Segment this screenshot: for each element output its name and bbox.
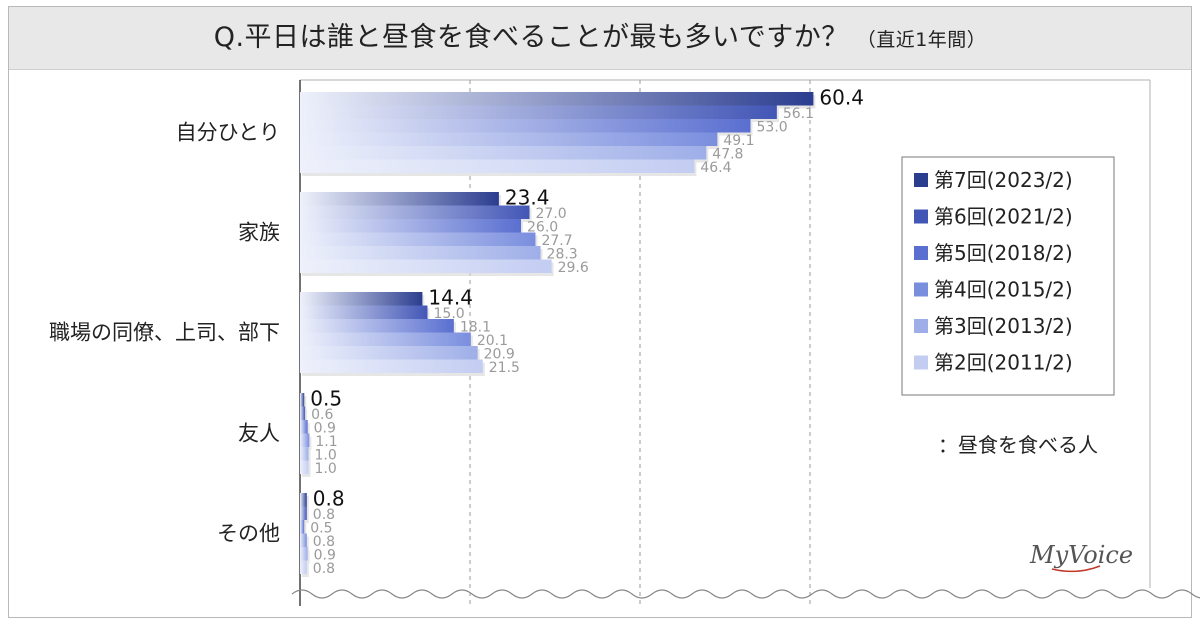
category-label: その他: [217, 522, 280, 546]
value-label: 0.9: [314, 548, 336, 564]
category-label: 自分ひとり: [176, 121, 280, 145]
bar: [300, 520, 305, 534]
category-label: 友人: [238, 422, 280, 446]
legend-swatch: [914, 246, 928, 260]
bar: [300, 219, 521, 233]
bar: [300, 246, 541, 260]
chart-title: Q.平日は誰と昼食を食べることが最も多いですか？ （直近1年間）: [9, 7, 1191, 69]
bar: [300, 259, 552, 273]
bar: [300, 192, 499, 206]
value-label: 20.1: [477, 333, 508, 349]
category-label: 家族: [238, 221, 280, 245]
bar: [300, 292, 423, 306]
value-label: 14.4: [428, 286, 473, 310]
value-label: 0.5: [310, 387, 342, 411]
legend-swatch: [914, 173, 928, 187]
value-label: 56.1: [783, 106, 814, 122]
bar: [300, 305, 428, 319]
axis-break-wave: [291, 589, 1200, 599]
legend-label: 第7回(2023/2): [934, 168, 1073, 192]
legend-swatch: [914, 355, 928, 370]
bar: [300, 493, 307, 507]
value-label: 15.0: [434, 306, 465, 322]
bar: [300, 460, 309, 474]
bar: [300, 560, 307, 574]
value-label: 53.0: [757, 120, 788, 136]
value-label: 0.9: [314, 421, 336, 437]
legend-swatch: [914, 282, 928, 297]
legend-swatch: [914, 319, 928, 333]
bar: [300, 159, 695, 173]
category-label: 職場の同僚、上司、部下: [49, 321, 280, 345]
bar: [300, 332, 471, 346]
title-sub: （直近1年間）: [856, 29, 987, 51]
bar: [300, 433, 310, 447]
bar: [300, 346, 478, 360]
legend-swatch: [914, 209, 928, 224]
legend-label: 第6回(2021/2): [934, 205, 1073, 229]
value-label: 1.0: [315, 461, 337, 477]
value-label: 46.4: [700, 160, 731, 176]
value-label: 28.3: [547, 247, 578, 263]
legend-box: [901, 156, 1115, 396]
title-main: Q.平日は誰と昼食を食べることが最も多いですか？: [213, 22, 849, 53]
value-label: 0.8: [313, 561, 335, 577]
bar: [300, 547, 308, 561]
note-label: ：昼食を食べる人: [938, 433, 1098, 457]
value-label: 20.9: [484, 347, 515, 363]
legend-label: 第3回(2013/2): [934, 314, 1073, 338]
bar: [300, 205, 530, 219]
bar: [300, 119, 751, 133]
bar: [300, 506, 307, 520]
bar: [300, 105, 777, 119]
bar: [300, 406, 306, 420]
value-label: 1.0: [315, 448, 337, 464]
bar: [300, 132, 718, 146]
legend-label: 第2回(2011/2): [934, 351, 1073, 375]
bar: [300, 92, 814, 106]
logo: MyVoice: [1029, 541, 1133, 569]
value-label: 0.8: [313, 507, 335, 523]
value-label: 27.0: [536, 206, 567, 222]
value-label: 0.8: [313, 487, 345, 511]
bar: [300, 420, 308, 434]
legend-label: 第5回(2018/2): [934, 241, 1073, 265]
bar: [300, 447, 309, 461]
bar: [300, 146, 707, 160]
value-label: 26.0: [527, 220, 558, 236]
value-label: 0.5: [310, 521, 332, 537]
title-band: [9, 7, 1191, 70]
value-label: 0.8: [313, 534, 335, 550]
value-label: 60.4: [819, 86, 864, 110]
bar: [300, 359, 483, 373]
value-label: 29.6: [558, 260, 589, 276]
bar: [300, 393, 305, 407]
value-label: 21.5: [489, 360, 520, 376]
value-label: 47.8: [712, 147, 743, 163]
value-label: 0.6: [311, 407, 333, 423]
logo-swoosh: [1051, 565, 1101, 573]
bar: [300, 533, 307, 547]
legend-label: 第4回(2015/2): [934, 278, 1073, 302]
bar: [300, 232, 536, 246]
value-label: 49.1: [723, 133, 754, 149]
value-label: 18.1: [460, 320, 491, 336]
bar: [300, 319, 454, 333]
value-label: 27.7: [541, 233, 572, 249]
value-label: 1.1: [315, 434, 337, 450]
